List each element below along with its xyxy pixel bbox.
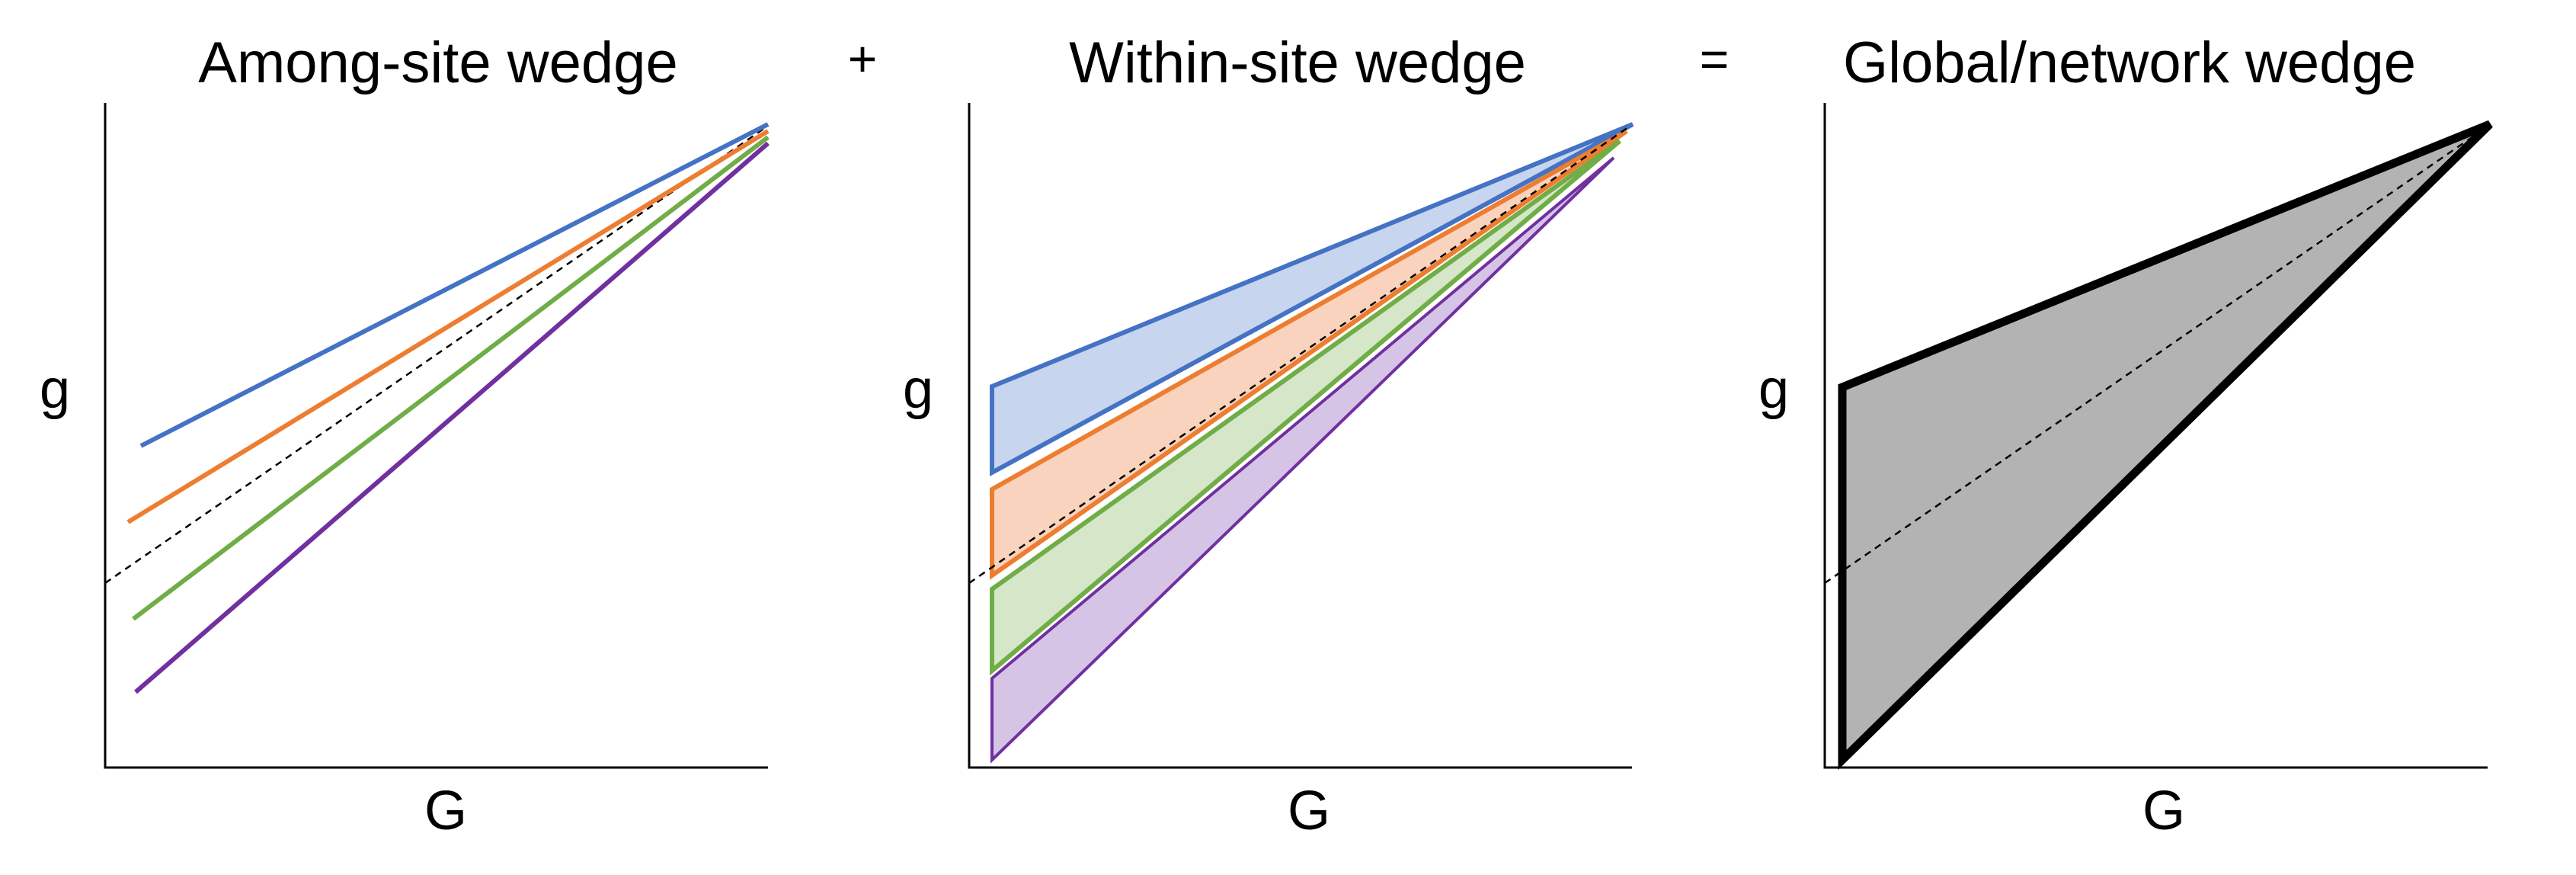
axes	[104, 103, 768, 769]
x-axis-label: G	[424, 780, 467, 841]
site-line-orange	[126, 129, 770, 524]
equals-operator: =	[1700, 30, 1730, 87]
site-line-green	[132, 135, 770, 621]
global-wedge	[1838, 120, 2493, 771]
site-line-blue	[139, 122, 770, 448]
x-axis-label: G	[1288, 780, 1330, 841]
panel-title-within-site: Within-site wedge	[1069, 30, 1526, 95]
y-axis-label: g	[1758, 359, 1789, 420]
panel-title-global-network: Global/network wedge	[1843, 30, 2416, 95]
y-axis-label: g	[903, 359, 933, 420]
axes	[968, 103, 1632, 769]
wedge-orange	[990, 129, 1628, 580]
x-axis-label: G	[2142, 780, 2185, 841]
axes	[1823, 103, 2488, 769]
plus-operator: +	[848, 30, 878, 87]
y-axis-label: g	[40, 359, 70, 420]
wedge-purple	[990, 156, 1615, 764]
wedge-blue	[990, 122, 1634, 477]
reference-line	[104, 124, 769, 585]
panel-within-site: g G	[903, 103, 1634, 841]
wedge-green	[990, 139, 1621, 676]
site-line-purple	[134, 141, 770, 694]
panel-global-network: g G	[1758, 103, 2493, 841]
panel-among-site: g G	[40, 103, 770, 841]
panel-title-among-site: Among-site wedge	[198, 30, 677, 95]
